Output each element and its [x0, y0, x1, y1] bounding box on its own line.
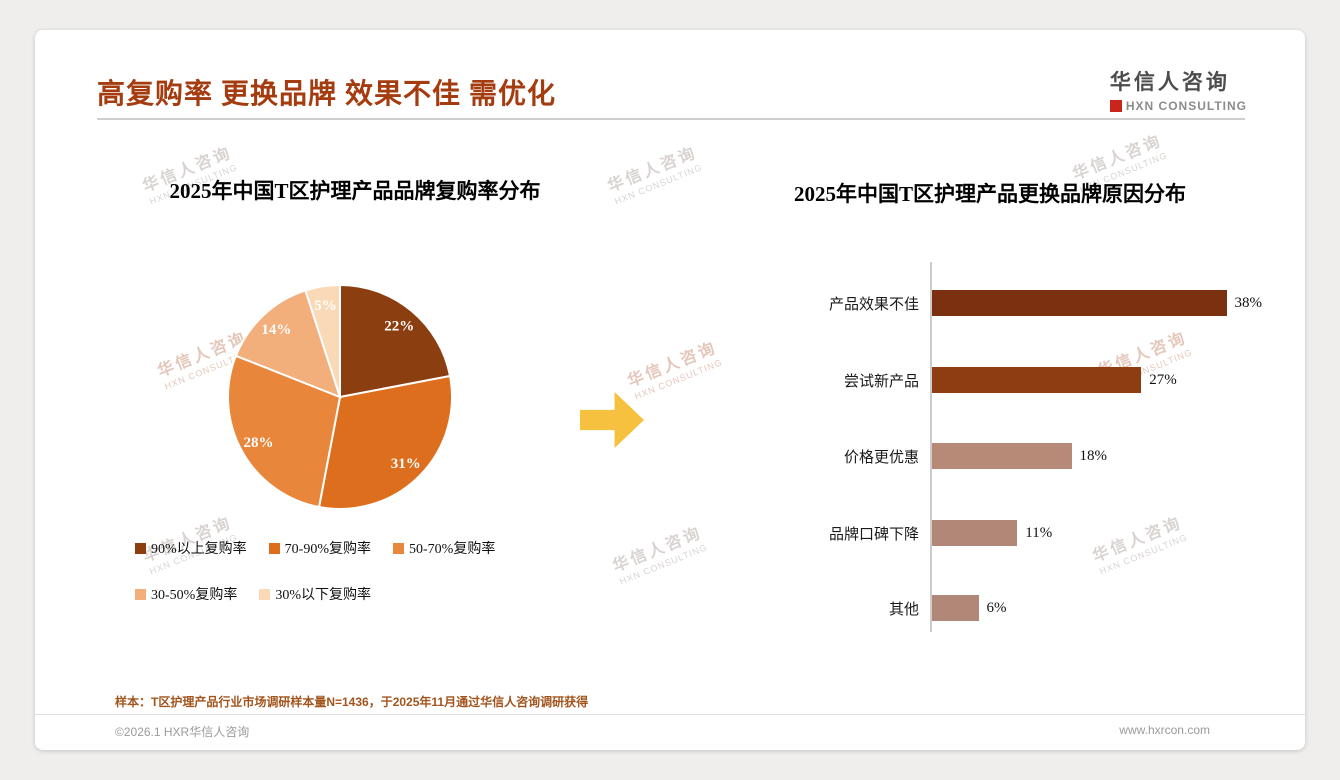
bar-value-label: 18%	[1079, 447, 1108, 464]
bar-row: 价格更优惠 18%	[740, 443, 1300, 469]
watermark-line1: 华信人咨询	[610, 524, 705, 576]
logo-red-square-icon	[1109, 100, 1122, 112]
header-divider	[97, 118, 1245, 120]
legend-swatch	[135, 588, 146, 600]
pie-slice	[304, 283, 341, 398]
slide-card: 华信人咨询 HXN CONSULTING 华信人咨询 HXN CONSULTING …	[35, 30, 1305, 750]
pie-slice-label: 5%	[314, 298, 337, 314]
pie-slice-label: 31%	[391, 456, 421, 472]
page-title: 高复购率 更换品牌 效果不佳 需优化	[97, 79, 557, 110]
footer-divider	[35, 714, 1305, 715]
bar-value-label: 6%	[986, 599, 1007, 616]
legend-item: 50-70%复购率	[393, 538, 495, 558]
bar-chart-title: 2025年中国T区护理产品更换品牌原因分布	[793, 182, 1186, 206]
legend-swatch	[135, 542, 146, 554]
pie-slice-label: 28%	[244, 435, 274, 451]
bar-chart-axis-line	[930, 262, 932, 632]
pie-slice-label: 14%	[261, 322, 291, 338]
legend-swatch	[259, 588, 271, 600]
bar-category-label: 价格更优惠	[843, 449, 919, 466]
legend-label: 30-50%复购率	[151, 588, 238, 603]
legend-label: 70-90%复购率	[284, 542, 371, 557]
pie-chart-title: 2025年中国T区护理产品品牌复购率分布	[169, 179, 541, 203]
legend-label: 30%以下复购率	[275, 588, 371, 603]
bar-category-label: 产品效果不佳	[828, 296, 919, 313]
bar-value-label: 38%	[1234, 294, 1263, 311]
pie-slice	[339, 283, 452, 399]
legend-swatch	[268, 542, 280, 554]
right-arrow-icon	[580, 392, 644, 448]
watermark-line1: 华信人咨询	[625, 339, 720, 391]
bar	[932, 290, 1227, 316]
logo-subtitle: HXN CONSULTING	[1125, 99, 1247, 113]
bar-row: 尝试新产品 27%	[740, 367, 1300, 393]
bar	[932, 443, 1072, 469]
legend-label: 90%以上复购率	[151, 542, 247, 557]
bar-row: 产品效果不佳 38%	[740, 290, 1300, 316]
legend-item: 70-90%复购率	[268, 538, 371, 558]
bar-category-label: 尝试新产品	[843, 373, 919, 390]
pie-chart: 22% 31% 28% 14% 5%	[227, 283, 453, 510]
pie-legend: 90%以上复购率 70-90%复购率 50-70%复购率 30-50%复购率 30%以下…	[135, 538, 565, 604]
company-logo: 华信人咨询 HXN CONSULTING	[1109, 66, 1247, 113]
bar-category-label: 品牌口碑下降	[828, 526, 919, 543]
legend-item: 30%以下复购率	[259, 584, 371, 604]
copyright-text: ©2026.1 HXR华信人咨询	[115, 725, 250, 739]
bar	[932, 595, 979, 621]
bar-row: 其他 6%	[740, 595, 1300, 621]
legend-swatch	[393, 542, 404, 554]
bar-value-label: 27%	[1149, 371, 1177, 388]
website-url: www.hxrcon.com	[1119, 723, 1210, 737]
logo-name: 华信人咨询	[1109, 71, 1230, 94]
bar	[932, 367, 1142, 393]
bar-value-label: 11%	[1025, 524, 1053, 541]
pie-slice-label: 22%	[384, 318, 414, 334]
legend-item: 30-50%复购率	[135, 584, 237, 604]
bar-category-label: 其他	[888, 601, 919, 618]
legend-label: 50-70%复购率	[409, 542, 496, 557]
bar-row: 品牌口碑下降 11%	[740, 520, 1300, 546]
bar	[932, 520, 1018, 546]
pie-slice	[317, 374, 453, 510]
watermark-line2: HXN CONSULTING	[618, 542, 709, 587]
pie-slice	[227, 354, 342, 509]
legend-item: 90%以上复购率	[135, 538, 247, 558]
sample-note: 样本：T区护理产品行业市场调研样本量N=1436，于2025年11月通过华信人咨…	[115, 695, 589, 709]
watermark: 华信人咨询 HXN CONSULTING	[580, 511, 740, 600]
